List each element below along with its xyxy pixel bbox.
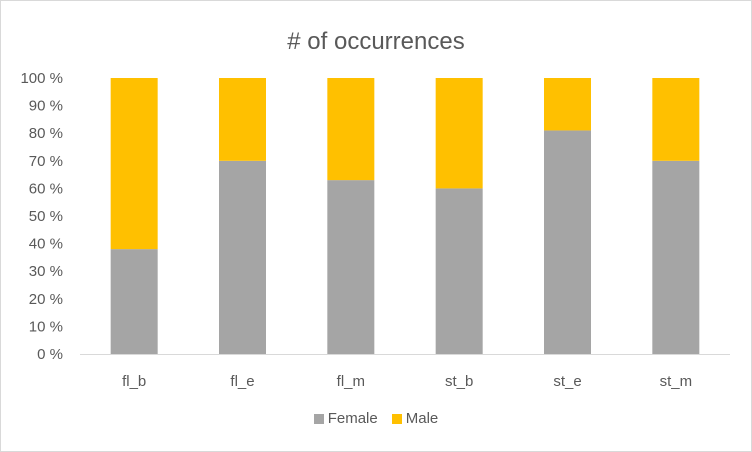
y-tick-label: 10 % xyxy=(29,318,63,335)
bars-group xyxy=(110,78,700,354)
legend-label-male: Male xyxy=(405,410,439,427)
legend: Female Male xyxy=(0,410,752,427)
x-tick-label: fl_e xyxy=(230,373,254,390)
y-tick-labels: 0 % 10 % 20 % 30 % 40 % 50 % 60 % 70 % 80 % 90 % 1… xyxy=(20,70,63,363)
y-tick-label: 40 % xyxy=(29,236,63,253)
y-tick-label: 60 % xyxy=(29,180,63,197)
bar-male-st_b xyxy=(435,78,483,189)
bar-male-st_e xyxy=(544,78,591,131)
y-tick-label: 50 % xyxy=(29,208,63,225)
x-tick-label: st_e xyxy=(553,373,581,390)
x-tick-label: st_b xyxy=(445,373,473,390)
chart-title: # of occurrences xyxy=(287,28,465,55)
bar-male-fl_e xyxy=(219,78,266,161)
x-tick-label: fl_m xyxy=(337,373,365,390)
bar-male-st_m xyxy=(652,78,700,161)
bar-female-st_m xyxy=(652,160,700,354)
legend-swatch-male xyxy=(391,413,402,424)
bar-female-fl_m xyxy=(327,180,375,354)
y-tick-label: 30 % xyxy=(29,263,63,280)
bar-male-fl_b xyxy=(110,78,158,250)
legend-swatch-female xyxy=(313,413,324,424)
bar-female-st_b xyxy=(435,188,483,354)
y-tick-label: 90 % xyxy=(29,98,63,115)
legend-label-female: Female xyxy=(327,410,378,427)
y-tick-label: 70 % xyxy=(29,153,63,170)
y-tick-label: 80 % xyxy=(29,125,63,142)
bar-female-fl_e xyxy=(219,160,266,354)
y-tick-label: 0 % xyxy=(37,346,63,363)
bar-female-fl_b xyxy=(110,249,158,354)
y-tick-label: 20 % xyxy=(29,291,63,308)
x-tick-labels: fl_b fl_e fl_m st_b st_e st_m xyxy=(122,373,692,390)
y-tick-label: 100 % xyxy=(20,70,63,87)
legend-item-female: Female xyxy=(313,410,378,427)
x-tick-label: fl_b xyxy=(122,373,146,390)
bar-female-st_e xyxy=(544,130,591,354)
x-tick-label: st_m xyxy=(660,373,693,390)
legend-item-male: Male xyxy=(391,410,439,427)
bar-male-fl_m xyxy=(327,78,375,181)
